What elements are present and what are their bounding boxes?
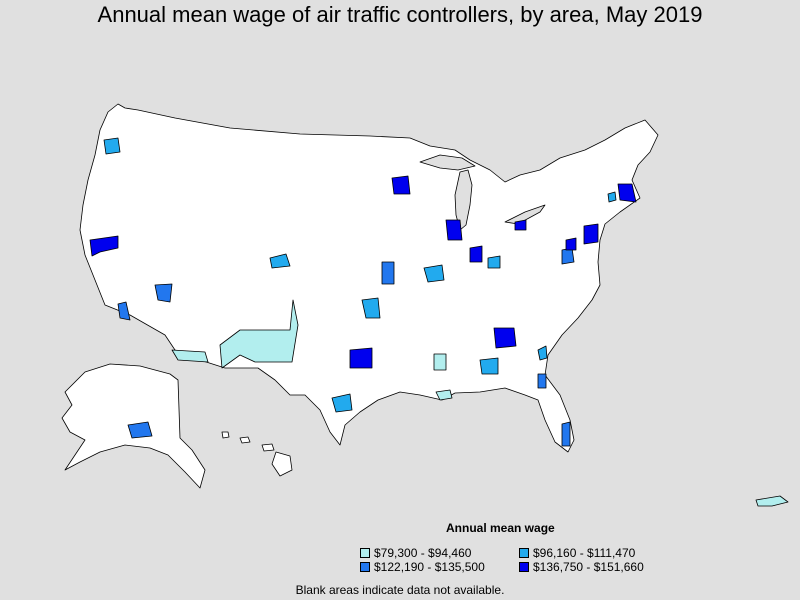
legend-swatch-tier4	[519, 562, 529, 572]
map-title: Annual mean wage of air traffic controll…	[97, 2, 703, 27]
area-san-francisco	[89, 235, 119, 257]
area-gulf-coast	[435, 389, 453, 401]
area-southern-arizona	[171, 349, 209, 363]
area-minneapolis	[391, 175, 411, 195]
area-chicago	[445, 219, 463, 241]
legend-swatch-tier1	[360, 548, 370, 558]
area-cleveland	[514, 219, 527, 231]
area-portland	[103, 137, 121, 155]
area-atlanta-south	[479, 357, 499, 375]
area-st-louis	[423, 264, 445, 283]
area-new-york	[583, 223, 599, 245]
legend-label-tier2: $96,160 - $111,470	[533, 546, 636, 560]
legend-item-tier4: $136,750 - $151,660	[519, 560, 644, 574]
legend-item-tier3: $122,190 - $135,500	[360, 560, 485, 574]
legend-item-tier2: $96,160 - $111,470	[519, 546, 635, 560]
lake-michigan	[454, 169, 473, 231]
area-south-carolina	[537, 345, 548, 361]
area-houston	[331, 393, 353, 413]
area-jacksonville	[537, 373, 547, 389]
area-las-vegas	[154, 283, 173, 303]
legend-label-tier1: $79,300 - $94,460	[374, 546, 472, 560]
area-washington	[565, 237, 577, 251]
legend-label-tier3: $122,190 - $135,500	[374, 560, 485, 574]
footnote: Blank areas indicate data not available.	[295, 583, 505, 597]
area-denver-west	[269, 253, 291, 269]
legend-swatch-tier2	[519, 548, 529, 558]
area-new-england	[607, 191, 617, 203]
legend-swatch-tier3	[360, 562, 370, 572]
legend-title: Annual mean wage	[446, 521, 555, 535]
area-indianapolis	[469, 245, 483, 263]
area-kansas-city	[381, 261, 395, 285]
area-oklahoma	[361, 297, 381, 319]
hawaii-oahu	[239, 436, 251, 444]
area-miami	[561, 421, 571, 447]
area-indiana	[487, 255, 501, 269]
area-san-diego	[117, 301, 131, 321]
hawaii-maui	[261, 443, 275, 452]
legend-item-tier1: $79,300 - $94,460	[360, 546, 471, 560]
area-mississippi	[433, 353, 447, 371]
puerto-rico	[755, 495, 789, 507]
area-atlanta	[493, 327, 517, 349]
hawaii-kauai	[221, 431, 230, 439]
area-dallas	[349, 347, 373, 369]
hawaii-big-island	[271, 451, 293, 477]
legend-label-tier4: $136,750 - $151,660	[533, 560, 644, 574]
lake-superior	[419, 154, 476, 171]
area-anchorage	[127, 421, 153, 439]
area-boston	[617, 183, 637, 203]
area-new-mexico	[219, 299, 299, 369]
